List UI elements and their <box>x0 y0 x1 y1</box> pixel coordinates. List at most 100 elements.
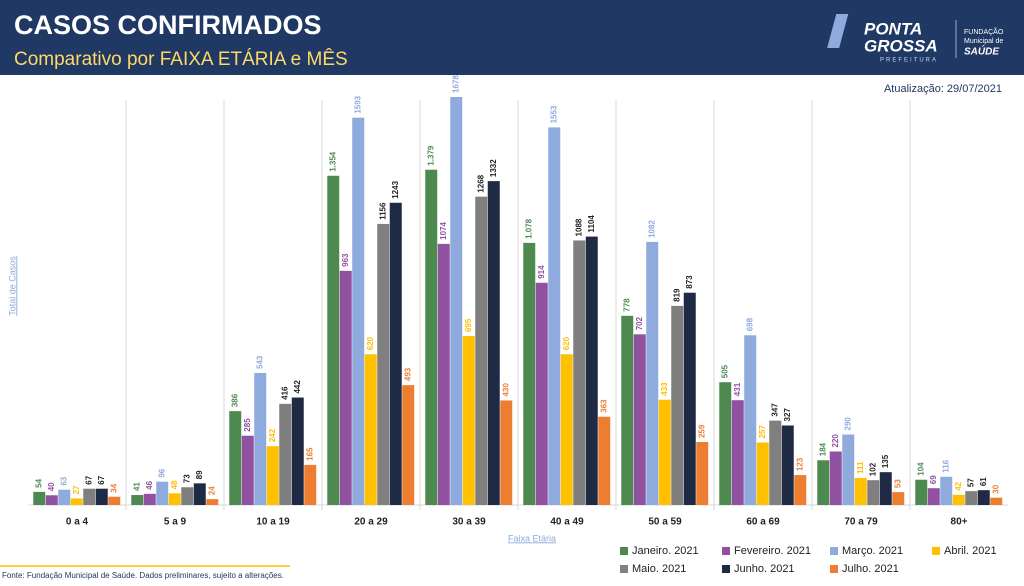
value-label: 285 <box>243 418 252 432</box>
value-label: 1553 <box>549 105 558 123</box>
bar <box>892 492 905 505</box>
bar <box>279 403 292 505</box>
value-label: 116 <box>941 459 950 472</box>
bar <box>364 354 377 505</box>
legend-label: Maio. 2021 <box>632 563 686 575</box>
bar <box>598 416 611 505</box>
bar <box>206 499 219 505</box>
value-label: 63 <box>59 476 68 485</box>
bar <box>965 491 978 505</box>
bar <box>108 496 121 505</box>
value-label: 1243 <box>391 180 400 198</box>
value-label: 505 <box>720 364 729 378</box>
value-label: 54 <box>34 478 43 487</box>
bar <box>781 425 794 505</box>
y-axis-title: Total de Casos <box>7 256 17 316</box>
x-tick-label: 10 a 19 <box>256 517 290 528</box>
bar <box>437 243 450 506</box>
value-label: 702 <box>635 316 644 330</box>
value-label: 873 <box>685 275 694 289</box>
legend-swatch <box>722 547 730 555</box>
legend-label: Junho. 2021 <box>734 563 795 575</box>
bar <box>548 127 561 506</box>
source-note: Fonte: Fundação Municipal de Saúde. Dado… <box>2 571 284 580</box>
value-label: 1678 <box>451 75 460 93</box>
logo-foundation: FUNDAÇÃO <box>964 27 1004 36</box>
value-label: 27 <box>72 485 81 494</box>
value-label: 41 <box>132 482 141 491</box>
value-label: 1088 <box>574 218 583 236</box>
value-label: 543 <box>255 355 264 369</box>
value-label: 290 <box>843 417 852 431</box>
value-label: 1.078 <box>524 218 533 239</box>
bar <box>573 240 586 506</box>
bar <box>156 481 169 505</box>
bar <box>560 354 573 505</box>
value-label: 111 <box>856 461 865 474</box>
bar <box>450 97 463 505</box>
bar <box>462 336 475 505</box>
value-label: 1593 <box>353 95 362 113</box>
bar <box>131 495 144 505</box>
bar <box>33 491 46 505</box>
x-tick-label: 20 a 29 <box>354 517 388 528</box>
bar <box>879 472 892 505</box>
bar <box>241 435 254 505</box>
bar <box>70 498 83 505</box>
value-label: 1104 <box>587 215 596 233</box>
bar <box>95 488 108 505</box>
legend-label: Janeiro. 2021 <box>632 545 699 557</box>
value-label: 220 <box>831 434 840 448</box>
bar <box>940 476 953 505</box>
value-label: 963 <box>341 253 350 267</box>
bar <box>731 400 744 505</box>
value-label: 386 <box>230 393 239 407</box>
value-label: 442 <box>293 380 302 394</box>
value-label: 123 <box>795 457 804 471</box>
bar <box>671 305 684 505</box>
x-tick-label: 70 a 79 <box>844 517 878 528</box>
legend-swatch <box>620 565 628 573</box>
value-label: 1.379 <box>426 145 435 166</box>
legend-swatch <box>932 547 940 555</box>
value-label: 46 <box>145 480 154 489</box>
bar <box>646 241 659 505</box>
legend-swatch <box>830 565 838 573</box>
bar <box>168 493 181 505</box>
bar <box>621 315 634 505</box>
logo-foundation: SAÚDE <box>964 45 999 58</box>
legend-label: Abril. 2021 <box>944 545 997 557</box>
value-label: 416 <box>280 386 289 400</box>
value-label: 184 <box>818 442 827 456</box>
value-label: 1268 <box>476 174 485 192</box>
value-label: 48 <box>170 480 179 489</box>
bar <box>658 399 671 505</box>
value-label: 1.354 <box>328 151 337 172</box>
bar <box>829 451 842 505</box>
value-label: 778 <box>622 298 631 312</box>
bar <box>535 282 548 505</box>
bar <box>339 270 352 505</box>
value-label: 73 <box>182 474 191 483</box>
value-label: 1074 <box>439 222 448 240</box>
value-label: 620 <box>562 336 571 350</box>
value-label: 135 <box>881 454 890 468</box>
bar <box>58 489 71 505</box>
bar <box>927 488 940 505</box>
value-label: 1082 <box>647 220 656 238</box>
bar <box>327 175 340 506</box>
value-label: 493 <box>403 367 412 381</box>
value-label: 34 <box>109 483 118 492</box>
value-label: 61 <box>979 477 988 486</box>
value-label: 259 <box>697 424 706 438</box>
value-label: 57 <box>966 478 975 487</box>
bar <box>291 397 304 505</box>
x-tick-label: 30 a 39 <box>452 517 486 528</box>
value-label: 1332 <box>489 159 498 177</box>
bar <box>377 223 390 505</box>
update-date: Atualização: 29/07/2021 <box>884 83 1002 95</box>
bar <box>854 478 867 505</box>
bar <box>817 460 830 505</box>
bar <box>696 442 709 505</box>
